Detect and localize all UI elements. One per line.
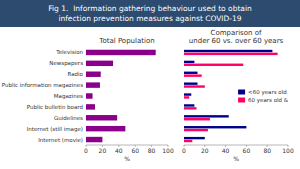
- title-banner: [0, 0, 300, 27]
- legend-swatch: [238, 98, 245, 103]
- bar: [184, 118, 210, 120]
- bar: [184, 129, 208, 131]
- legend-swatch: [238, 90, 245, 95]
- category-label: Radio: [68, 71, 84, 77]
- chart-canvas: Fig 1. Information gathering behaviour u…: [0, 0, 300, 169]
- bar: [184, 82, 198, 84]
- bar: [184, 140, 192, 142]
- x-tick-label: 20: [99, 147, 107, 154]
- panel-title: Comparison ofunder 60 vs. over 60 years: [189, 29, 284, 45]
- legend: <60 years old60 years old &: [238, 89, 289, 104]
- bar: [184, 85, 205, 87]
- bar: [86, 104, 95, 109]
- panel-title-line: under 60 vs. over 60 years: [189, 37, 284, 45]
- bar: [184, 64, 243, 66]
- bar: [184, 50, 272, 52]
- category-label: Internet (still image): [27, 126, 83, 133]
- bar: [184, 126, 246, 128]
- x-tick-label: 20: [201, 147, 209, 154]
- category-label: Guidelines: [54, 115, 83, 121]
- x-axis-label: %: [124, 155, 130, 162]
- x-tick-label: 60: [243, 147, 251, 154]
- panel-title-line: Comparison of: [211, 29, 262, 37]
- category-label: Magazines: [54, 93, 83, 100]
- panel: Comparison ofunder 60 vs. over 60 years 0…: [182, 29, 294, 162]
- category-label: Internet (movie): [38, 137, 83, 143]
- bar: [184, 107, 196, 109]
- figure-title-line: infection prevention measures against CO…: [58, 14, 241, 23]
- bar: [86, 72, 101, 77]
- x-axis-label: %: [233, 155, 239, 162]
- bars: [86, 50, 156, 143]
- bar: [86, 115, 117, 120]
- x-tick-label: 100: [162, 147, 174, 154]
- bar: [184, 53, 278, 55]
- category-label: Television: [55, 49, 83, 55]
- bar: [86, 82, 100, 87]
- category-label: Public bulletin board: [27, 104, 83, 110]
- legend-label: 60 years old &: [248, 97, 289, 104]
- x-tick-label: 0: [182, 147, 186, 154]
- legend-label: <60 years old: [248, 89, 287, 96]
- panel-title: Total Population: [98, 37, 154, 45]
- bar: [86, 126, 125, 131]
- figure-title: Fig 1. Information gathering behaviour u…: [48, 4, 252, 23]
- bar: [86, 137, 102, 142]
- bar: [184, 74, 202, 76]
- bar: [184, 96, 189, 98]
- x-axis-line: [86, 145, 168, 146]
- page: {"title": "Fig 1. Information gathering …: [0, 0, 300, 169]
- x-tick-label: 0: [84, 147, 88, 154]
- x-tick-label: 100: [282, 147, 294, 154]
- x-tick-label: 40: [222, 147, 230, 154]
- bar: [184, 93, 191, 95]
- x-tick-label: 60: [131, 147, 139, 154]
- bar: [184, 61, 194, 63]
- bar: [184, 104, 194, 106]
- bar: [184, 115, 229, 117]
- panel: Total Population Television Newspapers Radi…: [2, 37, 174, 162]
- figure-title-line: Fig 1. Information gathering behaviour u…: [48, 4, 252, 13]
- bar: [86, 61, 113, 66]
- category-label: Newspapers: [49, 60, 83, 67]
- category-label: Public information magazines: [2, 82, 83, 89]
- bar: [86, 93, 93, 98]
- bars: [184, 50, 278, 142]
- bar: [184, 72, 198, 74]
- x-tick-label: 80: [148, 147, 156, 154]
- x-tick-label: 40: [115, 147, 123, 154]
- x-tick-label: 80: [263, 147, 271, 154]
- bar: [184, 137, 205, 139]
- bar: [86, 50, 156, 55]
- x-axis-line: [184, 145, 288, 146]
- panel-title-line: Total Population: [98, 37, 154, 45]
